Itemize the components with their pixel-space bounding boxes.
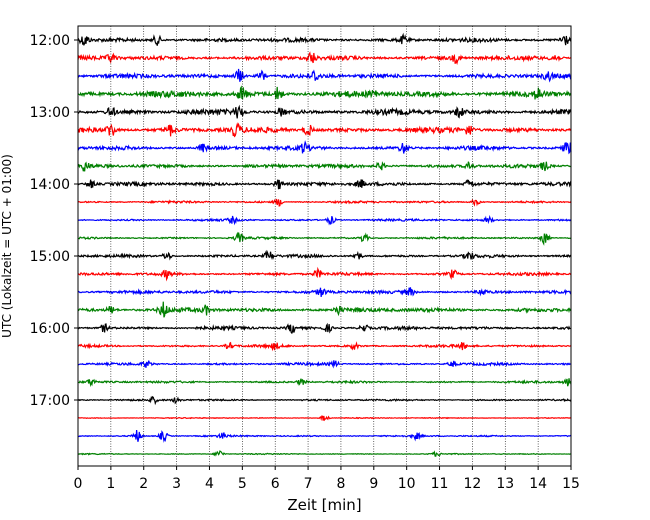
seismogram-trace [77, 51, 572, 66]
x-tick-label: 14 [529, 476, 547, 492]
x-tick-label: 12 [463, 476, 481, 492]
seismogram-trace [77, 198, 572, 207]
x-tick-label: 7 [304, 476, 313, 492]
y-tick-label: 17:00 [30, 393, 70, 409]
x-tick-label: 13 [496, 476, 514, 492]
y-tick-label: 14:00 [30, 177, 70, 193]
seismogram-trace [77, 32, 572, 47]
seismogram-trace [77, 68, 572, 83]
x-tick-label: 2 [139, 476, 148, 492]
x-tick-label: 10 [398, 476, 416, 492]
y-tick-label: 12:00 [30, 33, 70, 49]
seismogram-trace [77, 179, 572, 190]
x-axis-label: Zeit [min] [287, 496, 361, 514]
seismogram-trace [77, 322, 572, 335]
seismogram-trace [77, 231, 572, 246]
seismogram-trace [77, 360, 572, 369]
seismogram-trace [77, 377, 572, 388]
seismogram-trace [77, 415, 572, 422]
x-tick-label: 8 [336, 476, 345, 492]
x-tick-label: 4 [205, 476, 214, 492]
seismogram-trace [77, 429, 572, 443]
seismogram-trace [77, 85, 572, 100]
y-tick-label: 13:00 [30, 105, 70, 121]
plot-frame [77, 25, 572, 467]
x-tick-label: 9 [369, 476, 378, 492]
x-tick-label: 3 [172, 476, 181, 492]
y-tick-label: 15:00 [30, 249, 70, 265]
seismogram-trace [77, 140, 572, 155]
seismogram-trace [77, 122, 572, 138]
x-axis: 0 1 2 3 4 5 6 7 8 9 10 11 12 13 14 15 [74, 466, 580, 492]
seismogram-trace [77, 341, 572, 352]
x-tick-label: 11 [431, 476, 449, 492]
seismogram-trace [77, 161, 572, 172]
x-tick-label: 0 [74, 476, 83, 492]
seismogram-trace [77, 287, 572, 297]
seismogram-trace [77, 266, 572, 282]
seismogram-trace [77, 214, 572, 226]
x-tick-label: 5 [238, 476, 247, 492]
seismogram-trace [77, 301, 572, 318]
seismogram-trace [77, 395, 572, 406]
seismogram-trace [77, 104, 572, 119]
traces-layer [77, 32, 572, 457]
seismogram-trace [77, 450, 572, 457]
y-tick-label: 16:00 [30, 321, 70, 337]
grid-layer [110, 26, 539, 466]
seismogram-trace [77, 249, 572, 261]
y-axis: 12:00 13:00 14:00 15:00 16:00 17:00 [30, 33, 78, 409]
y-axis-label: UTC (Lokalzeit = UTC + 01:00) [0, 154, 14, 338]
x-tick-label: 1 [106, 476, 115, 492]
x-tick-label: 15 [562, 476, 580, 492]
x-tick-label: 6 [271, 476, 280, 492]
